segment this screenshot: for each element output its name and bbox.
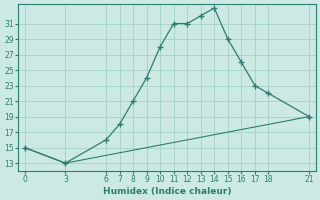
X-axis label: Humidex (Indice chaleur): Humidex (Indice chaleur) <box>103 187 231 196</box>
